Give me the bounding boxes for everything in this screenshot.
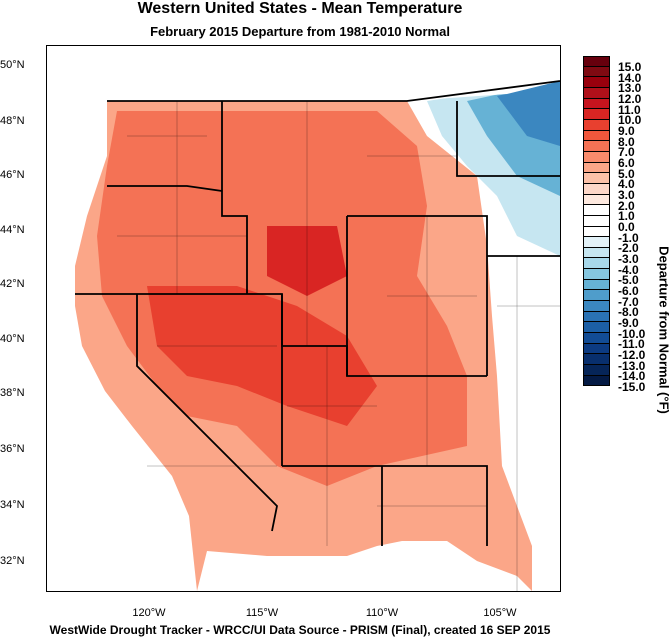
colorbar-tick-label: -6.0 xyxy=(618,284,639,299)
strongest-warm-region xyxy=(147,286,377,426)
canada-area xyxy=(47,46,560,101)
lat-label: 44°N xyxy=(0,224,25,236)
colorbar-swatch xyxy=(583,237,610,248)
colorbar-swatch xyxy=(583,205,610,216)
colorbar-swatch xyxy=(583,87,610,99)
lat-label: 34°N xyxy=(0,499,25,511)
colorbar-tick-label: -14.0 xyxy=(618,369,646,384)
colorbar-tick-label: 13.0 xyxy=(618,81,642,96)
colorbar-swatch xyxy=(583,226,610,238)
colorbar-tick-label: -1.0 xyxy=(618,230,639,245)
colorbar-tick-label: -13.0 xyxy=(618,358,646,373)
lon-label: 110°W xyxy=(365,607,399,619)
ocean-area xyxy=(47,46,197,591)
colorbar-tick-label: -3.0 xyxy=(618,252,639,267)
colorbar-title: Departure from Normal (°F) xyxy=(656,246,672,414)
colorbar-swatch xyxy=(583,215,610,227)
lat-label: 46°N xyxy=(0,169,25,181)
colorbar-tick-label: 8.0 xyxy=(618,134,635,149)
colorbar-tick-label: -8.0 xyxy=(618,305,639,320)
colorbar-tick-label: -5.0 xyxy=(618,273,639,288)
colorbar-swatch xyxy=(583,66,610,78)
colorbar-tick-label: 7.0 xyxy=(618,145,635,160)
colorbar-tick-label: -12.0 xyxy=(618,348,646,363)
colorbar-swatch xyxy=(583,130,610,142)
colorbar-swatch xyxy=(583,56,610,67)
colorbar-tick-label: 9.0 xyxy=(618,124,635,139)
colorbar-tick-label: 5.0 xyxy=(618,166,635,181)
colorbar-swatch xyxy=(583,375,610,387)
colorbar-swatch xyxy=(583,162,610,174)
lat-label: 42°N xyxy=(0,278,25,290)
colorbar-tick-label: 4.0 xyxy=(618,177,635,192)
lon-label: 115°W xyxy=(245,607,279,619)
colorbar-tick-label: 11.0 xyxy=(618,102,641,117)
lat-label: 32°N xyxy=(0,555,25,567)
colorbar-swatch xyxy=(583,194,610,206)
county-borders xyxy=(117,101,560,591)
lat-label: 48°N xyxy=(0,115,25,127)
colorbar-swatch xyxy=(583,290,610,302)
footer-credit: WestWide Drought Tracker - WRCC/UI Data … xyxy=(49,623,551,637)
colorbar-tick-label: 14.0 xyxy=(618,70,642,85)
colorbar-tick-label: 2.0 xyxy=(618,198,635,213)
lat-label: 50°N xyxy=(0,59,25,71)
colorbar-tick-label: 1.0 xyxy=(618,209,635,224)
colorbar-swatch xyxy=(583,119,610,131)
map-subtitle: February 2015 Departure from 1981-2010 N… xyxy=(150,24,450,39)
temperature-departure-map xyxy=(46,45,561,592)
colorbar-swatch xyxy=(583,98,610,110)
colorbar-swatch xyxy=(583,322,610,334)
colorbar-swatch xyxy=(583,109,610,120)
colorbar-swatch xyxy=(583,365,610,376)
lon-label: 120°W xyxy=(132,607,166,619)
colorbar-swatch xyxy=(583,269,610,280)
lat-label: 36°N xyxy=(0,443,25,455)
colorbar-swatch xyxy=(583,173,610,184)
colorbar-swatch xyxy=(583,279,610,291)
colorbar xyxy=(583,56,610,387)
coldest-anomaly-region xyxy=(497,81,560,146)
colorbar-swatch xyxy=(583,311,610,323)
colorbar-swatch xyxy=(583,247,610,259)
colorbar-swatch xyxy=(583,343,610,355)
lat-label: 40°N xyxy=(0,333,25,345)
map-title: Western United States - Mean Temperature xyxy=(137,0,463,17)
colorbar-swatch xyxy=(583,183,610,195)
lon-label: 105°W xyxy=(483,607,517,619)
colorbar-tick-label: 12.0 xyxy=(618,92,642,106)
colorbar-tick-label: 0.0 xyxy=(618,220,635,235)
colorbar-tick-label: -4.0 xyxy=(618,262,639,277)
mexico-area xyxy=(197,541,532,591)
colorbar-tick-label: -11.0 xyxy=(618,337,645,352)
lat-label: 38°N xyxy=(0,387,25,399)
colorbar-tick-label: 10.0 xyxy=(618,113,642,128)
colorbar-tick-label: 3.0 xyxy=(618,188,635,203)
colorbar-swatch xyxy=(583,354,610,366)
colorbar-tick-label: -9.0 xyxy=(618,316,639,331)
map-canvas xyxy=(47,46,560,591)
colorbar-swatch xyxy=(583,258,610,270)
colorbar-tick-label: -7.0 xyxy=(618,294,639,309)
colorbar-swatch xyxy=(583,301,610,312)
colorbar-tick-label: -2.0 xyxy=(618,241,639,256)
colorbar-swatch xyxy=(583,333,610,344)
colorbar-swatch xyxy=(583,151,610,163)
colorbar-tick-label: -15.0 xyxy=(618,380,646,395)
colorbar-swatch xyxy=(583,141,610,152)
colorbar-swatch xyxy=(583,77,610,88)
colorbar-tick-label: 6.0 xyxy=(618,156,635,171)
colorbar-tick-label: 15.0 xyxy=(618,60,642,74)
colorbar-tick-label: -10.0 xyxy=(618,326,646,341)
